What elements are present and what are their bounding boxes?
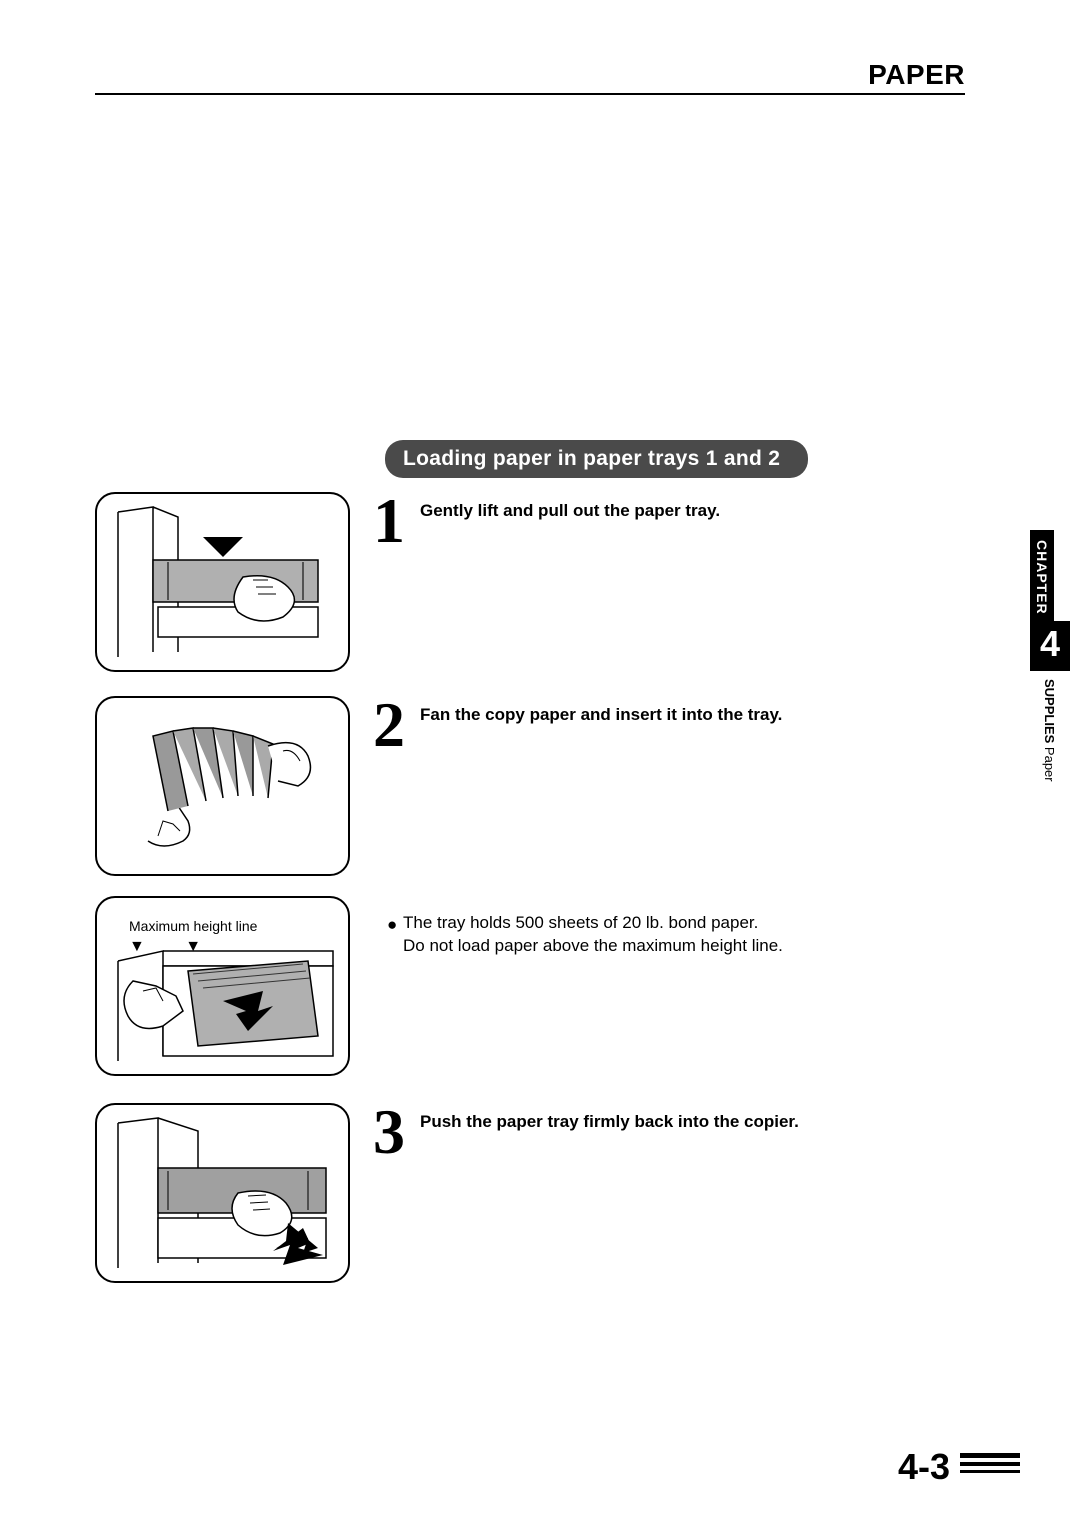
step-3: 3 Push the paper tray firmly back into t… xyxy=(95,1103,980,1303)
step-text-1: Gently lift and pull out the paper tray. xyxy=(420,500,960,522)
page-bars-icon xyxy=(960,1453,1020,1480)
illustration-push-tray xyxy=(95,1103,350,1283)
page-header-title: PAPER xyxy=(868,59,965,91)
bullet-icon: ● xyxy=(387,915,397,935)
callout-arrows-icon: ▼ ▼ xyxy=(129,938,219,956)
section-heading: Loading paper in paper trays 1 and 2 xyxy=(385,440,808,478)
callout-max-height: Maximum height line xyxy=(129,918,257,934)
note-block: Maximum height line ▼ ▼ ● xyxy=(95,896,980,1101)
supplies-label: SUPPLIES xyxy=(1042,679,1057,743)
step-number-1: 1 xyxy=(373,484,405,558)
chapter-tab: CHAPTER 4 SUPPLIES Paper xyxy=(1030,530,1070,789)
step-number-2: 2 xyxy=(373,688,405,762)
chapter-number: 4 xyxy=(1030,621,1070,671)
illustration-insert-paper: Maximum height line ▼ ▼ xyxy=(95,896,350,1076)
step-2: 2 Fan the copy paper and insert it into … xyxy=(95,696,980,891)
illustration-fan-paper xyxy=(95,696,350,876)
step-text-3: Push the paper tray firmly back into the… xyxy=(420,1111,960,1133)
paper-label: Paper xyxy=(1042,747,1057,782)
chapter-subtitle: SUPPLIES Paper xyxy=(1030,671,1069,790)
note-text: The tray holds 500 sheets of 20 lb. bond… xyxy=(403,912,943,958)
note-line-1: The tray holds 500 sheets of 20 lb. bond… xyxy=(403,913,758,932)
step-1: 1 Gently lift and pull out the paper tra… xyxy=(95,492,980,694)
chapter-label: CHAPTER xyxy=(1030,530,1054,621)
step-text-2: Fan the copy paper and insert it into th… xyxy=(420,704,960,726)
note-line-2: Do not load paper above the maximum heig… xyxy=(403,936,783,955)
step-number-3: 3 xyxy=(373,1095,405,1169)
page-number: 4-3 xyxy=(898,1446,950,1488)
header-rule: PAPER xyxy=(95,55,965,95)
illustration-pull-tray xyxy=(95,492,350,672)
